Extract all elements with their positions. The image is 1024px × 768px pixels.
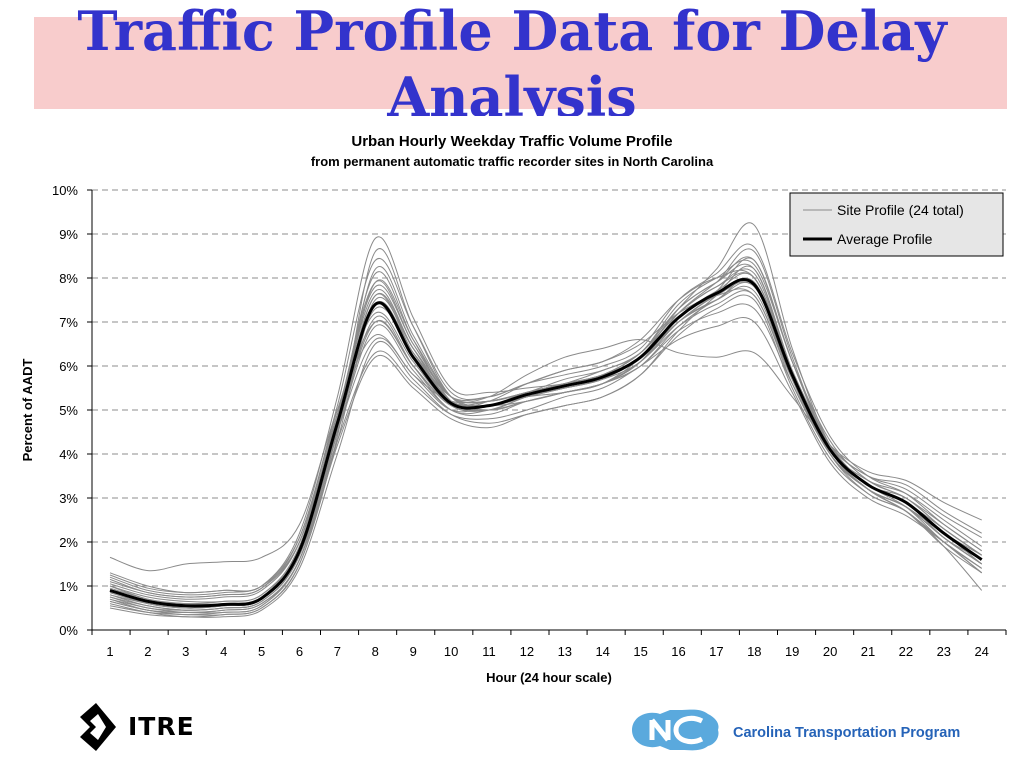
slide-title: Traffic Profile Data for Delay Analysis [77, 0, 947, 116]
traffic-profile-chart: Urban Hourly Weekday Traffic Volume Prof… [20, 133, 1007, 685]
x-tick-label: 14 [595, 644, 609, 659]
itre-wordmark: ITRE [128, 712, 195, 741]
x-tick-label: 7 [334, 644, 341, 659]
y-tick-label: 5% [59, 403, 78, 418]
x-tick-label: 6 [296, 644, 303, 659]
x-axis-label: Hour (24 hour scale) [486, 670, 612, 685]
y-tick-label: 7% [59, 315, 78, 330]
legend-site-label: Site Profile (24 total) [837, 202, 964, 218]
x-tick-labels: 1 2 3 4 5 6 7 8 9 10 11 12 13 14 15 16 17 18 19 20 21 22 23 24 [106, 644, 989, 659]
site-profile-line [109, 272, 983, 611]
title-band [34, 17, 1007, 109]
itre-logo [80, 703, 116, 751]
y-tick-labels: 0% 1% 2% 3% 4% 5% 6% 7% 8% 9% 10% [52, 183, 78, 638]
average-profile-line [109, 277, 983, 608]
legend: Site Profile (24 total) Average Profile [789, 192, 1004, 257]
x-tick-label: 1 [106, 644, 113, 659]
legend-box [789, 192, 1004, 257]
x-tick-label: 15 [633, 644, 647, 659]
y-tick-label: 2% [59, 535, 78, 550]
x-tick-label: 2 [144, 644, 151, 659]
y-tick-label: 8% [59, 271, 78, 286]
x-tick-label: 21 [861, 644, 875, 659]
y-tick-label: 9% [59, 227, 78, 242]
carolina-transportation-program-text: Carolina Transportation Program [733, 725, 961, 741]
y-tick-label: 6% [59, 359, 78, 374]
y-tick-label: 0% [59, 623, 78, 638]
x-tick-label: 12 [520, 644, 534, 659]
x-tick-label: 5 [258, 644, 265, 659]
x-tick-label: 23 [937, 644, 951, 659]
y-axis-label: Percent of AADT [20, 359, 35, 462]
x-tick-label: 24 [974, 644, 988, 659]
x-tick-label: 3 [182, 644, 189, 659]
x-tick-label: 9 [410, 644, 417, 659]
x-tick-label: 13 [558, 644, 572, 659]
y-tick-label: 1% [59, 579, 78, 594]
legend-average-label: Average Profile [837, 231, 933, 247]
y-tick-label: 10% [52, 183, 78, 198]
site-profile-line [109, 294, 983, 618]
gridlines [92, 189, 1006, 587]
chart-subtitle: from permanent automatic traffic recorde… [311, 154, 714, 169]
x-tick-label: 10 [444, 644, 458, 659]
x-tick-label: 22 [899, 644, 913, 659]
x-tick-label: 16 [671, 644, 685, 659]
x-tick-label: 17 [709, 644, 723, 659]
chart-title: Urban Hourly Weekday Traffic Volume Prof… [351, 133, 672, 150]
x-tick-label: 20 [823, 644, 837, 659]
x-tick-label: 18 [747, 644, 761, 659]
site-profile-line [109, 288, 982, 594]
x-tick-label: 4 [220, 644, 227, 659]
x-tick-label: 11 [482, 644, 496, 659]
x-tick-label: 8 [372, 644, 379, 659]
y-tick-label: 4% [59, 447, 78, 462]
x-tick-label: 19 [785, 644, 799, 659]
axes [87, 189, 1007, 635]
nc-logo [632, 709, 719, 751]
average-profile-path [109, 277, 983, 608]
y-tick-label: 3% [59, 491, 78, 506]
